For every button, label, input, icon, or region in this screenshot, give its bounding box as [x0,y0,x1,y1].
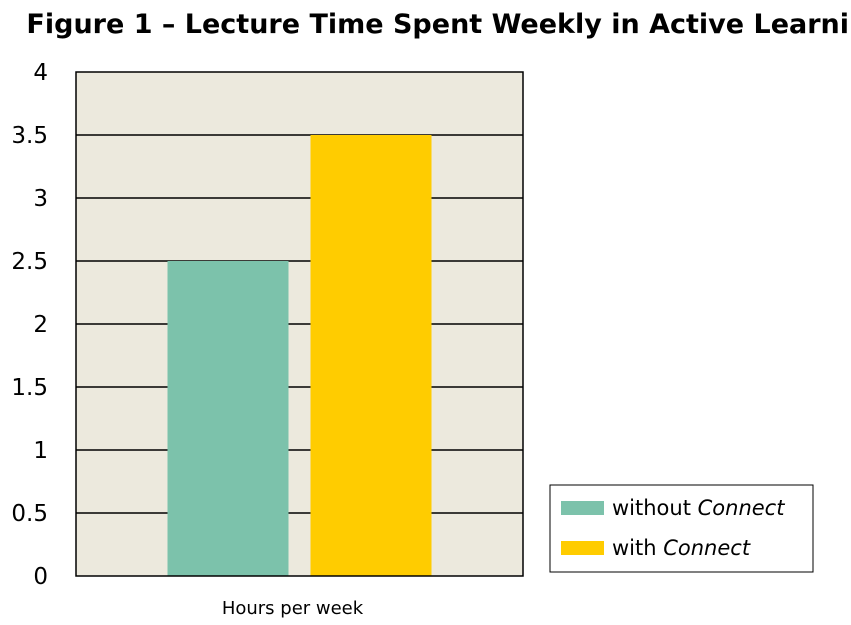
legend-label-plain: with [612,536,663,560]
y-tick-label: 2 [33,312,48,338]
bar-with-connect [310,135,432,576]
y-axis-ticks: 0 0.5 1 1.5 2 2.5 3 3.5 4 [11,60,48,590]
plot-frame [75,71,524,577]
y-tick-label: 1.5 [11,375,48,401]
legend-box [549,484,814,573]
y-tick-label: 1 [33,438,48,464]
legend-swatch [561,541,604,555]
chart-title: Figure 1 – Lecture Time Spent Weekly in … [26,9,851,40]
y-tick-label: 4 [33,60,48,86]
bars [167,135,432,576]
y-tick-label: 3.5 [11,123,48,149]
legend-swatch [561,501,604,515]
bar-without-connect [167,261,289,576]
y-tick-label: 2.5 [11,249,48,275]
gridlines [76,134,523,514]
legend-label-italic: Connect [663,536,751,560]
legend-label: with Connect [612,536,751,560]
legend-label-italic: Connect [698,496,786,520]
y-tick-label: 0.5 [11,501,48,527]
x-axis-categories: Hours per week [222,598,364,619]
legend-label-plain: without [612,496,698,520]
x-category-label: Hours per week [222,598,364,619]
y-tick-label: 3 [33,186,48,212]
y-tick-label: 0 [33,564,48,590]
legend-label: without Connect [612,496,785,520]
